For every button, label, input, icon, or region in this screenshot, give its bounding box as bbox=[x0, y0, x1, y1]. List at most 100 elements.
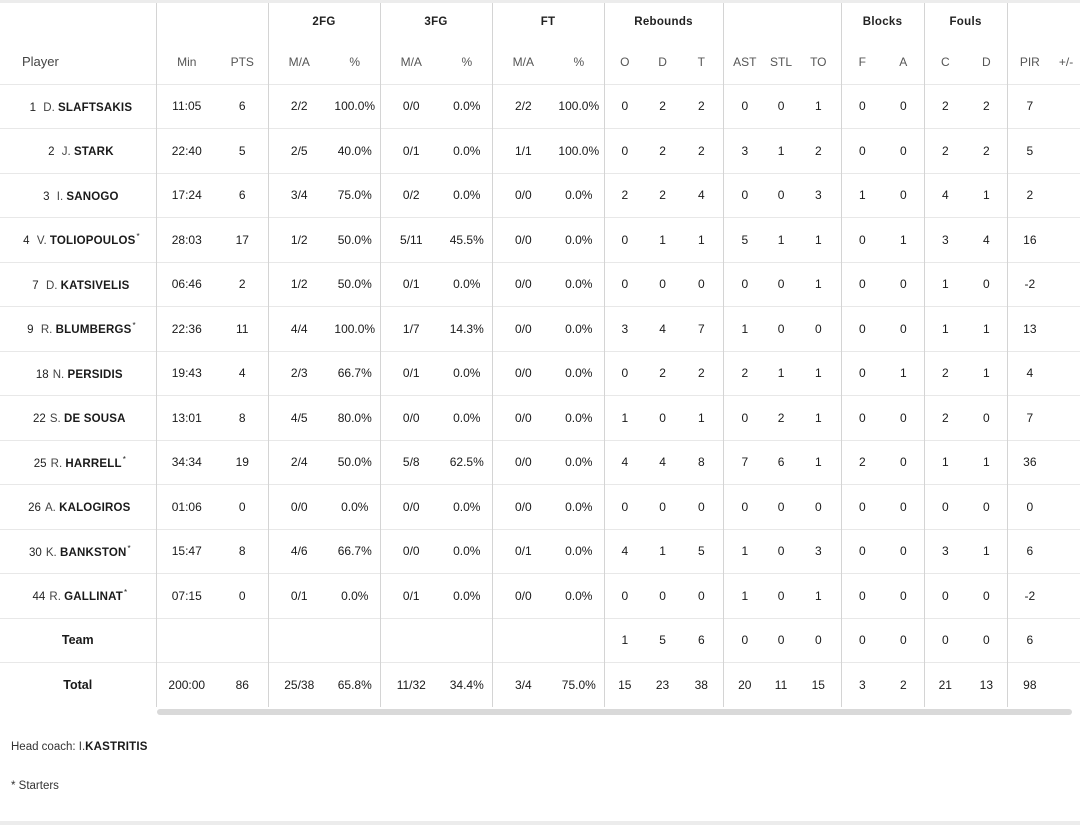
stat-foul-c: 3 bbox=[923, 528, 967, 574]
col-header-ft-ma[interactable]: M/A bbox=[491, 40, 555, 84]
stat-reb-d: 0 bbox=[645, 395, 681, 440]
stat-fg3-pct: 62.5% bbox=[442, 439, 493, 485]
stat-blk-a: 0 bbox=[883, 573, 925, 618]
player-cell[interactable]: 7 D. KATSIVELIS bbox=[0, 261, 156, 307]
stat-blk-a: 0 bbox=[883, 528, 925, 574]
stat-to: 0 bbox=[796, 484, 842, 529]
starters-legend: * Starters bbox=[11, 780, 59, 792]
column-header-row: Player Min PTS M/A % M/A % M/A % O D T A… bbox=[0, 40, 1080, 84]
stat-pm bbox=[1052, 306, 1080, 351]
stat-blk-f: 0 bbox=[840, 350, 884, 396]
col-header-pir[interactable]: PIR bbox=[1006, 40, 1053, 84]
stat-ft-pct: 0.0% bbox=[554, 528, 605, 574]
team-2fg-ma bbox=[267, 617, 330, 663]
player-number: 4 bbox=[23, 235, 30, 248]
player-initial: V. bbox=[36, 235, 47, 248]
col-header-min[interactable]: Min bbox=[155, 40, 217, 84]
stat-pm bbox=[1052, 172, 1080, 218]
player-name: KALOGIROS bbox=[59, 502, 131, 515]
player-name: BLUMBERGS bbox=[55, 324, 132, 337]
col-header-2fg-pct[interactable]: % bbox=[349, 54, 361, 69]
col-header-ft-pct[interactable]: % bbox=[573, 54, 585, 69]
stat-min: 28:03 bbox=[155, 217, 217, 262]
col-header-player[interactable]: Player bbox=[22, 54, 59, 70]
player-cell[interactable]: 30 K. BANKSTON* bbox=[0, 528, 156, 574]
total-3fg-pct: 34.4% bbox=[442, 662, 493, 707]
col-header-foul-c[interactable]: C bbox=[923, 40, 967, 84]
team-stl: 0 bbox=[766, 617, 797, 663]
stat-fg2-pct: 66.7% bbox=[330, 528, 381, 574]
stat-fg2-ma: 4/6 bbox=[267, 528, 330, 574]
player-cell[interactable]: 4 V. TOLIOPOULOS* bbox=[0, 217, 156, 262]
col-header-pts[interactable]: PTS bbox=[230, 54, 254, 69]
col-header-foul-d[interactable]: D bbox=[981, 54, 991, 69]
team-blk-a: 0 bbox=[883, 617, 925, 663]
stat-ast: 5 bbox=[722, 217, 767, 262]
col-header-stl[interactable]: STL bbox=[770, 54, 793, 69]
stat-fg2-pct: 0.0% bbox=[330, 573, 381, 618]
total-2fg-pct: 65.8% bbox=[330, 662, 381, 707]
player-cell[interactable]: 3 I. SANOGO bbox=[0, 172, 156, 218]
player-initial: I. bbox=[56, 190, 64, 203]
stat-ft-ma: 0/0 bbox=[491, 484, 555, 529]
team-pir: 6 bbox=[1006, 617, 1053, 663]
player-initial: K. bbox=[45, 546, 57, 559]
col-header-ast[interactable]: AST bbox=[722, 40, 767, 84]
col-header-3fg-pct[interactable]: % bbox=[461, 54, 473, 69]
stat-pir: 13 bbox=[1006, 306, 1053, 351]
col-header-3fg-ma[interactable]: M/A bbox=[379, 40, 443, 84]
player-initial: R. bbox=[40, 324, 53, 337]
table-row: 2 J. STARK 22:40 5 2/5 40.0% 0/1 0.0% 1/1 100.0% 0… bbox=[0, 128, 1080, 173]
stat-pir: 7 bbox=[1006, 395, 1053, 440]
col-header-blk-a[interactable]: A bbox=[899, 54, 908, 69]
stat-pir: 6 bbox=[1006, 528, 1053, 574]
stat-fg3-pct: 0.0% bbox=[442, 528, 493, 574]
player-number: 25 bbox=[33, 457, 47, 470]
col-header-plus-minus[interactable]: +/- bbox=[1058, 54, 1074, 69]
player-initial: D. bbox=[45, 279, 58, 292]
stat-reb-d: 0 bbox=[645, 573, 681, 618]
player-cell[interactable]: 9 R. BLUMBERGS* bbox=[0, 306, 156, 351]
stat-foul-d: 0 bbox=[966, 484, 1008, 529]
stat-stl: 1 bbox=[766, 128, 797, 173]
group-header-3fg: 3FG bbox=[379, 3, 493, 40]
player-cell[interactable]: 18 N. PERSIDIS bbox=[0, 350, 156, 396]
col-header-reb-o[interactable]: O bbox=[603, 40, 646, 84]
col-header-blk-f[interactable]: F bbox=[840, 40, 884, 84]
team-foul-c: 0 bbox=[923, 617, 967, 663]
player-cell[interactable]: 22 S. DE SOUSA bbox=[0, 395, 156, 440]
stat-foul-d: 1 bbox=[966, 528, 1008, 574]
horizontal-scrollbar[interactable] bbox=[157, 709, 1072, 715]
stat-ft-pct: 0.0% bbox=[554, 261, 605, 307]
table-row: 9 R. BLUMBERGS* 22:36 11 4/4 100.0% 1/7 14.3% 0/… bbox=[0, 306, 1080, 351]
total-3fg-ma: 11/32 bbox=[379, 662, 443, 707]
stat-fg2-ma: 4/4 bbox=[267, 306, 330, 351]
stat-foul-d: 1 bbox=[966, 306, 1008, 351]
starter-marker: * bbox=[136, 232, 140, 242]
stat-reb-t: 2 bbox=[680, 128, 724, 173]
col-header-reb-d[interactable]: D bbox=[658, 54, 667, 69]
group-header-basic bbox=[155, 3, 268, 40]
stat-fg3-pct: 14.3% bbox=[442, 306, 493, 351]
stat-foul-c: 2 bbox=[923, 395, 967, 440]
stat-pir: 0 bbox=[1006, 484, 1053, 529]
stat-ft-ma: 0/0 bbox=[491, 172, 555, 218]
stat-foul-c: 0 bbox=[923, 573, 967, 618]
team-reb-t: 6 bbox=[680, 617, 724, 663]
col-header-reb-t[interactable]: T bbox=[697, 54, 705, 69]
stat-fg3-pct: 0.0% bbox=[442, 128, 493, 173]
player-cell[interactable]: 26 A. KALOGIROS bbox=[0, 484, 156, 529]
player-cell[interactable]: 44 R. GALLINAT* bbox=[0, 573, 156, 618]
starter-marker: * bbox=[132, 321, 136, 331]
stat-pts: 0 bbox=[217, 484, 268, 529]
stat-fg3-ma: 0/0 bbox=[379, 484, 443, 529]
col-header-to[interactable]: TO bbox=[810, 54, 827, 69]
col-header-2fg-ma[interactable]: M/A bbox=[267, 40, 330, 84]
player-name: KATSIVELIS bbox=[60, 279, 130, 292]
player-cell[interactable]: 25 R. HARRELL* bbox=[0, 439, 156, 485]
player-cell[interactable]: 2 J. STARK bbox=[0, 128, 156, 173]
stat-blk-f: 1 bbox=[840, 172, 884, 218]
stat-blk-a: 0 bbox=[883, 439, 925, 485]
player-cell[interactable]: 1 D. SLAFTSAKIS bbox=[0, 83, 156, 129]
total-pts: 86 bbox=[217, 662, 268, 707]
